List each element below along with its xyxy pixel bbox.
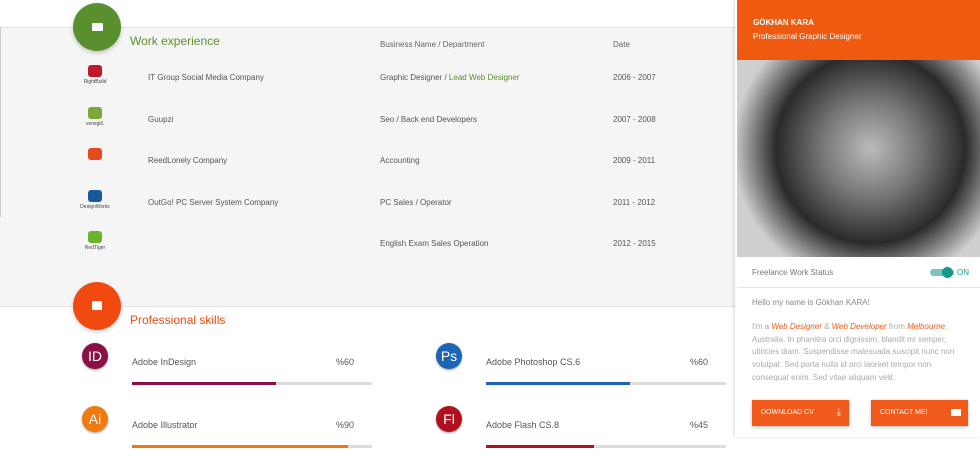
skill-level: %60 [335, 357, 354, 367]
logo-mark [88, 148, 102, 160]
skill-bar [486, 445, 594, 448]
skill-icon: Fl [436, 406, 462, 432]
department: Accounting [380, 156, 420, 165]
bio-text: from [886, 322, 908, 331]
button-label: DOWNLOAD CV [761, 409, 814, 416]
greeting: Hello my name is Gökhan KARA! [752, 298, 870, 307]
department: English Exam Sales Operation [380, 239, 489, 248]
divider [737, 287, 980, 288]
skill-level: %60 [689, 357, 708, 367]
date: 2011 - 2012 [613, 197, 656, 207]
company-logo [80, 148, 110, 172]
department: Seo / Back end Developers [380, 115, 477, 124]
skill-level: %45 [689, 420, 708, 430]
section-title: Work experience [130, 34, 220, 48]
skill-bar [132, 445, 348, 448]
company-logo: RedTiger [80, 231, 110, 255]
date: 2006 - 2007 [613, 73, 656, 82]
date: 2007 - 2008 [613, 114, 656, 124]
logo-text: DesignWorks [80, 203, 110, 210]
skill-name: Adobe Illustrator [132, 420, 198, 430]
bio-link[interactable]: Melbourne [907, 322, 945, 331]
skill-icon: ID [82, 343, 108, 369]
logo-mark [88, 106, 102, 119]
department-text: English Exam Sales Operation [380, 239, 489, 248]
company: ReedLonely Company [148, 156, 228, 165]
department: PC Sales / Operator [380, 198, 452, 207]
status-label: Freelance Work Status [752, 268, 834, 277]
logo-mark [88, 189, 102, 202]
department-text: Seo / Back end Developers [380, 114, 477, 124]
skill-icon: Ai [82, 406, 108, 432]
company: OutGo! PC Server System Company [148, 197, 279, 207]
skill-icon: Ps [436, 343, 462, 369]
bio-text: I'm a [752, 322, 772, 331]
bio-link[interactable]: Web Developer [831, 322, 887, 331]
company-logo: DesignWorks [80, 189, 110, 214]
skills-icon [73, 282, 121, 330]
logo-mark [88, 65, 102, 77]
button-label: CONTACT ME! [880, 409, 928, 416]
date: 2009 - 2011 [613, 156, 656, 165]
skill-name: Adobe InDesign [132, 357, 197, 367]
edge [0, 27, 1, 217]
skill-bar [486, 382, 630, 385]
skill-level: %90 [335, 420, 354, 430]
logo-text: venegill. [85, 120, 105, 127]
column-header: Date [613, 40, 630, 49]
company: IT Group Social Media Company [148, 73, 264, 82]
section-title: Professional skills [130, 313, 226, 327]
skill-track [486, 445, 726, 448]
contact-button[interactable]: CONTACT ME! [871, 400, 968, 426]
logo-mark [88, 231, 102, 243]
bio-text: , Australia. In pharetra orci dignissim,… [752, 322, 955, 382]
skill-name: Adobe Flash CS.8 [486, 420, 560, 430]
department-text: Accounting [380, 156, 420, 165]
experience-section [0, 27, 735, 307]
toggle[interactable] [930, 267, 954, 278]
logo-text: RightBuild [83, 79, 107, 85]
profile-name: GÖKHAN KARA [753, 18, 814, 27]
bio: I'm a Web Designer & Web Developer from … [752, 321, 970, 385]
company-logo: RightBuild [80, 65, 110, 89]
department-text: Graphic Designer / [380, 73, 449, 82]
profile-role: Professional Graphic Designer [753, 32, 862, 41]
status-value: ON [957, 268, 969, 277]
bio-text: & [821, 322, 832, 331]
skill-bar [132, 382, 276, 385]
profile-photo [737, 60, 980, 257]
department: Graphic Designer / Lead Web Designer [380, 73, 519, 82]
experience-icon [73, 3, 121, 51]
skill-name: Adobe Photoshop CS.6 [486, 357, 581, 367]
logo-text: RedTiger [84, 245, 106, 251]
company: Guupzi [148, 114, 174, 124]
department-text: PC Sales / Operator [380, 197, 452, 207]
bio-link[interactable]: Web Designer [771, 322, 822, 331]
column-header: Business Name / Department [380, 40, 485, 49]
profile-header [737, 0, 980, 60]
department-link[interactable]: Lead Web Designer [448, 73, 520, 82]
company-logo: venegill. [80, 106, 110, 131]
download-button[interactable]: DOWNLOAD CV ⤓ [752, 400, 849, 426]
date: 2012 - 2015 [613, 239, 656, 248]
